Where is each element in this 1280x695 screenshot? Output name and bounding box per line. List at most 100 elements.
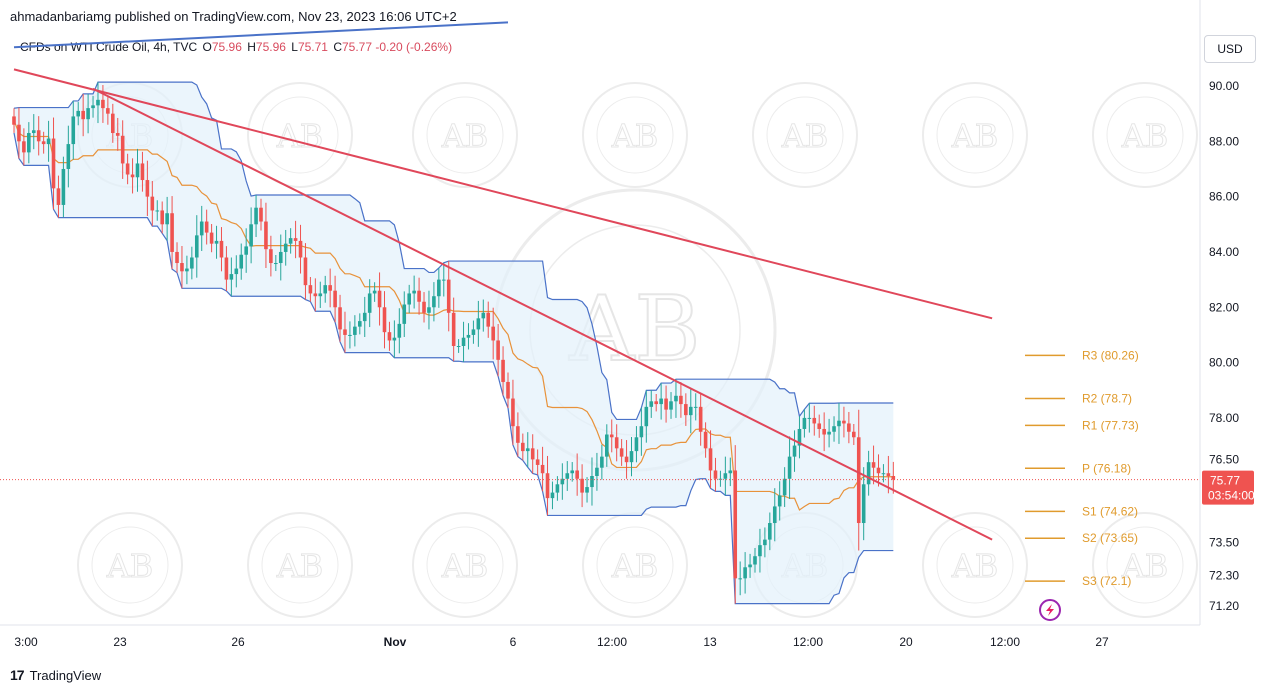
time-tick-label: 26 (231, 635, 245, 649)
candle (437, 268, 441, 308)
candle-body (560, 478, 565, 485)
candle (733, 445, 738, 604)
candle (91, 95, 95, 118)
candle-body (624, 456, 629, 463)
candle-body (713, 470, 718, 479)
watermark-ring (247, 512, 353, 618)
pivot-label: S1 (74.62) (1082, 504, 1138, 518)
candle-body (308, 285, 313, 294)
pivot-label: R2 (78.7) (1082, 392, 1132, 406)
candle (506, 372, 510, 408)
candle (634, 426, 639, 463)
candle-body (822, 428, 826, 435)
candle (511, 379, 515, 446)
candle-body (224, 257, 229, 280)
watermark-ring (261, 96, 339, 174)
pivot-label: R3 (80.26) (1082, 348, 1139, 362)
channel-lower-line (13, 132, 894, 605)
candle-body (456, 346, 461, 347)
watermark-text: AB (276, 547, 324, 585)
watermark-ring (261, 526, 339, 604)
candle (466, 323, 471, 350)
candle-body (244, 246, 248, 255)
candle-body (61, 168, 66, 205)
candle-body (293, 238, 298, 241)
candle (748, 553, 752, 578)
candle-body (239, 254, 244, 269)
candle (377, 272, 382, 326)
watermark-ring (752, 82, 858, 188)
candle (46, 120, 51, 162)
candle-body (199, 221, 204, 236)
candle (362, 296, 367, 338)
candle (323, 275, 328, 303)
candle-body (283, 243, 288, 252)
price-tick-label: 73.50 (1209, 535, 1239, 549)
candle-body (575, 470, 579, 479)
time-tick-label: 12:00 (597, 635, 627, 649)
candle-body (471, 329, 476, 335)
candle (654, 393, 658, 412)
candle (244, 228, 248, 273)
pivot-levels: R3 (80.26) R2 (78.7) R1 (77.73) P (76.18) S1… (1025, 348, 1139, 588)
candle-body (590, 476, 594, 488)
time-tick-label: 12:00 (990, 635, 1020, 649)
candle-body (214, 240, 219, 244)
candle (254, 194, 258, 238)
candle (614, 424, 619, 462)
watermark-ring (247, 82, 353, 188)
candle (629, 437, 634, 477)
candle (66, 125, 71, 188)
candle-body (165, 213, 169, 225)
candle (644, 390, 649, 443)
watermark-ring (77, 512, 183, 618)
candle (807, 403, 812, 433)
candle-body (303, 257, 308, 286)
candle-body (155, 210, 160, 212)
time-tick-label: Nov (384, 635, 407, 649)
candle-body (27, 133, 31, 153)
time-tick-label: 6 (510, 635, 517, 649)
candle-body (382, 307, 387, 333)
candle (560, 463, 565, 500)
candle-body (278, 251, 283, 264)
watermark-ring (412, 512, 518, 618)
candle (353, 315, 357, 347)
candle-body (614, 437, 619, 449)
candle (239, 243, 244, 280)
price-axis[interactable]: 90.00 88.00 86.00 84.00 82.00 80.00 78.00 76.50… (1199, 0, 1239, 625)
time-tick-label: 27 (1095, 635, 1109, 649)
candle (427, 290, 431, 330)
price-tick-label: 71.20 (1209, 599, 1239, 613)
candle-body (600, 456, 604, 468)
candle-body (338, 307, 342, 330)
candle (71, 100, 76, 160)
currency-button[interactable]: USD (1204, 35, 1256, 63)
candle (293, 220, 298, 259)
candle (856, 409, 861, 551)
candle-body (46, 138, 51, 145)
candle (56, 175, 61, 218)
watermark-ring (596, 526, 674, 604)
candle-body (679, 395, 683, 405)
lightning-icon[interactable] (1039, 599, 1061, 621)
candle (36, 116, 41, 156)
watermark-ring (1106, 526, 1184, 604)
candle-body (580, 478, 584, 493)
candle (486, 301, 491, 338)
candle-body (66, 144, 71, 169)
candle (802, 409, 807, 438)
change-value: -0.20 (-0.26%) (375, 40, 453, 54)
candle (234, 255, 239, 288)
candle-body (185, 268, 189, 272)
candle (649, 390, 654, 418)
candle-body (160, 210, 164, 225)
price-tick-label: 78.00 (1209, 411, 1239, 425)
candle-body (219, 240, 224, 258)
candle (387, 321, 392, 351)
candle (535, 449, 540, 475)
time-axis[interactable]: 3:00 23 26 Nov 6 12:00 13 12:00 20 12:00 27 (0, 624, 1200, 649)
candle-body (530, 448, 535, 460)
candle (333, 275, 337, 323)
